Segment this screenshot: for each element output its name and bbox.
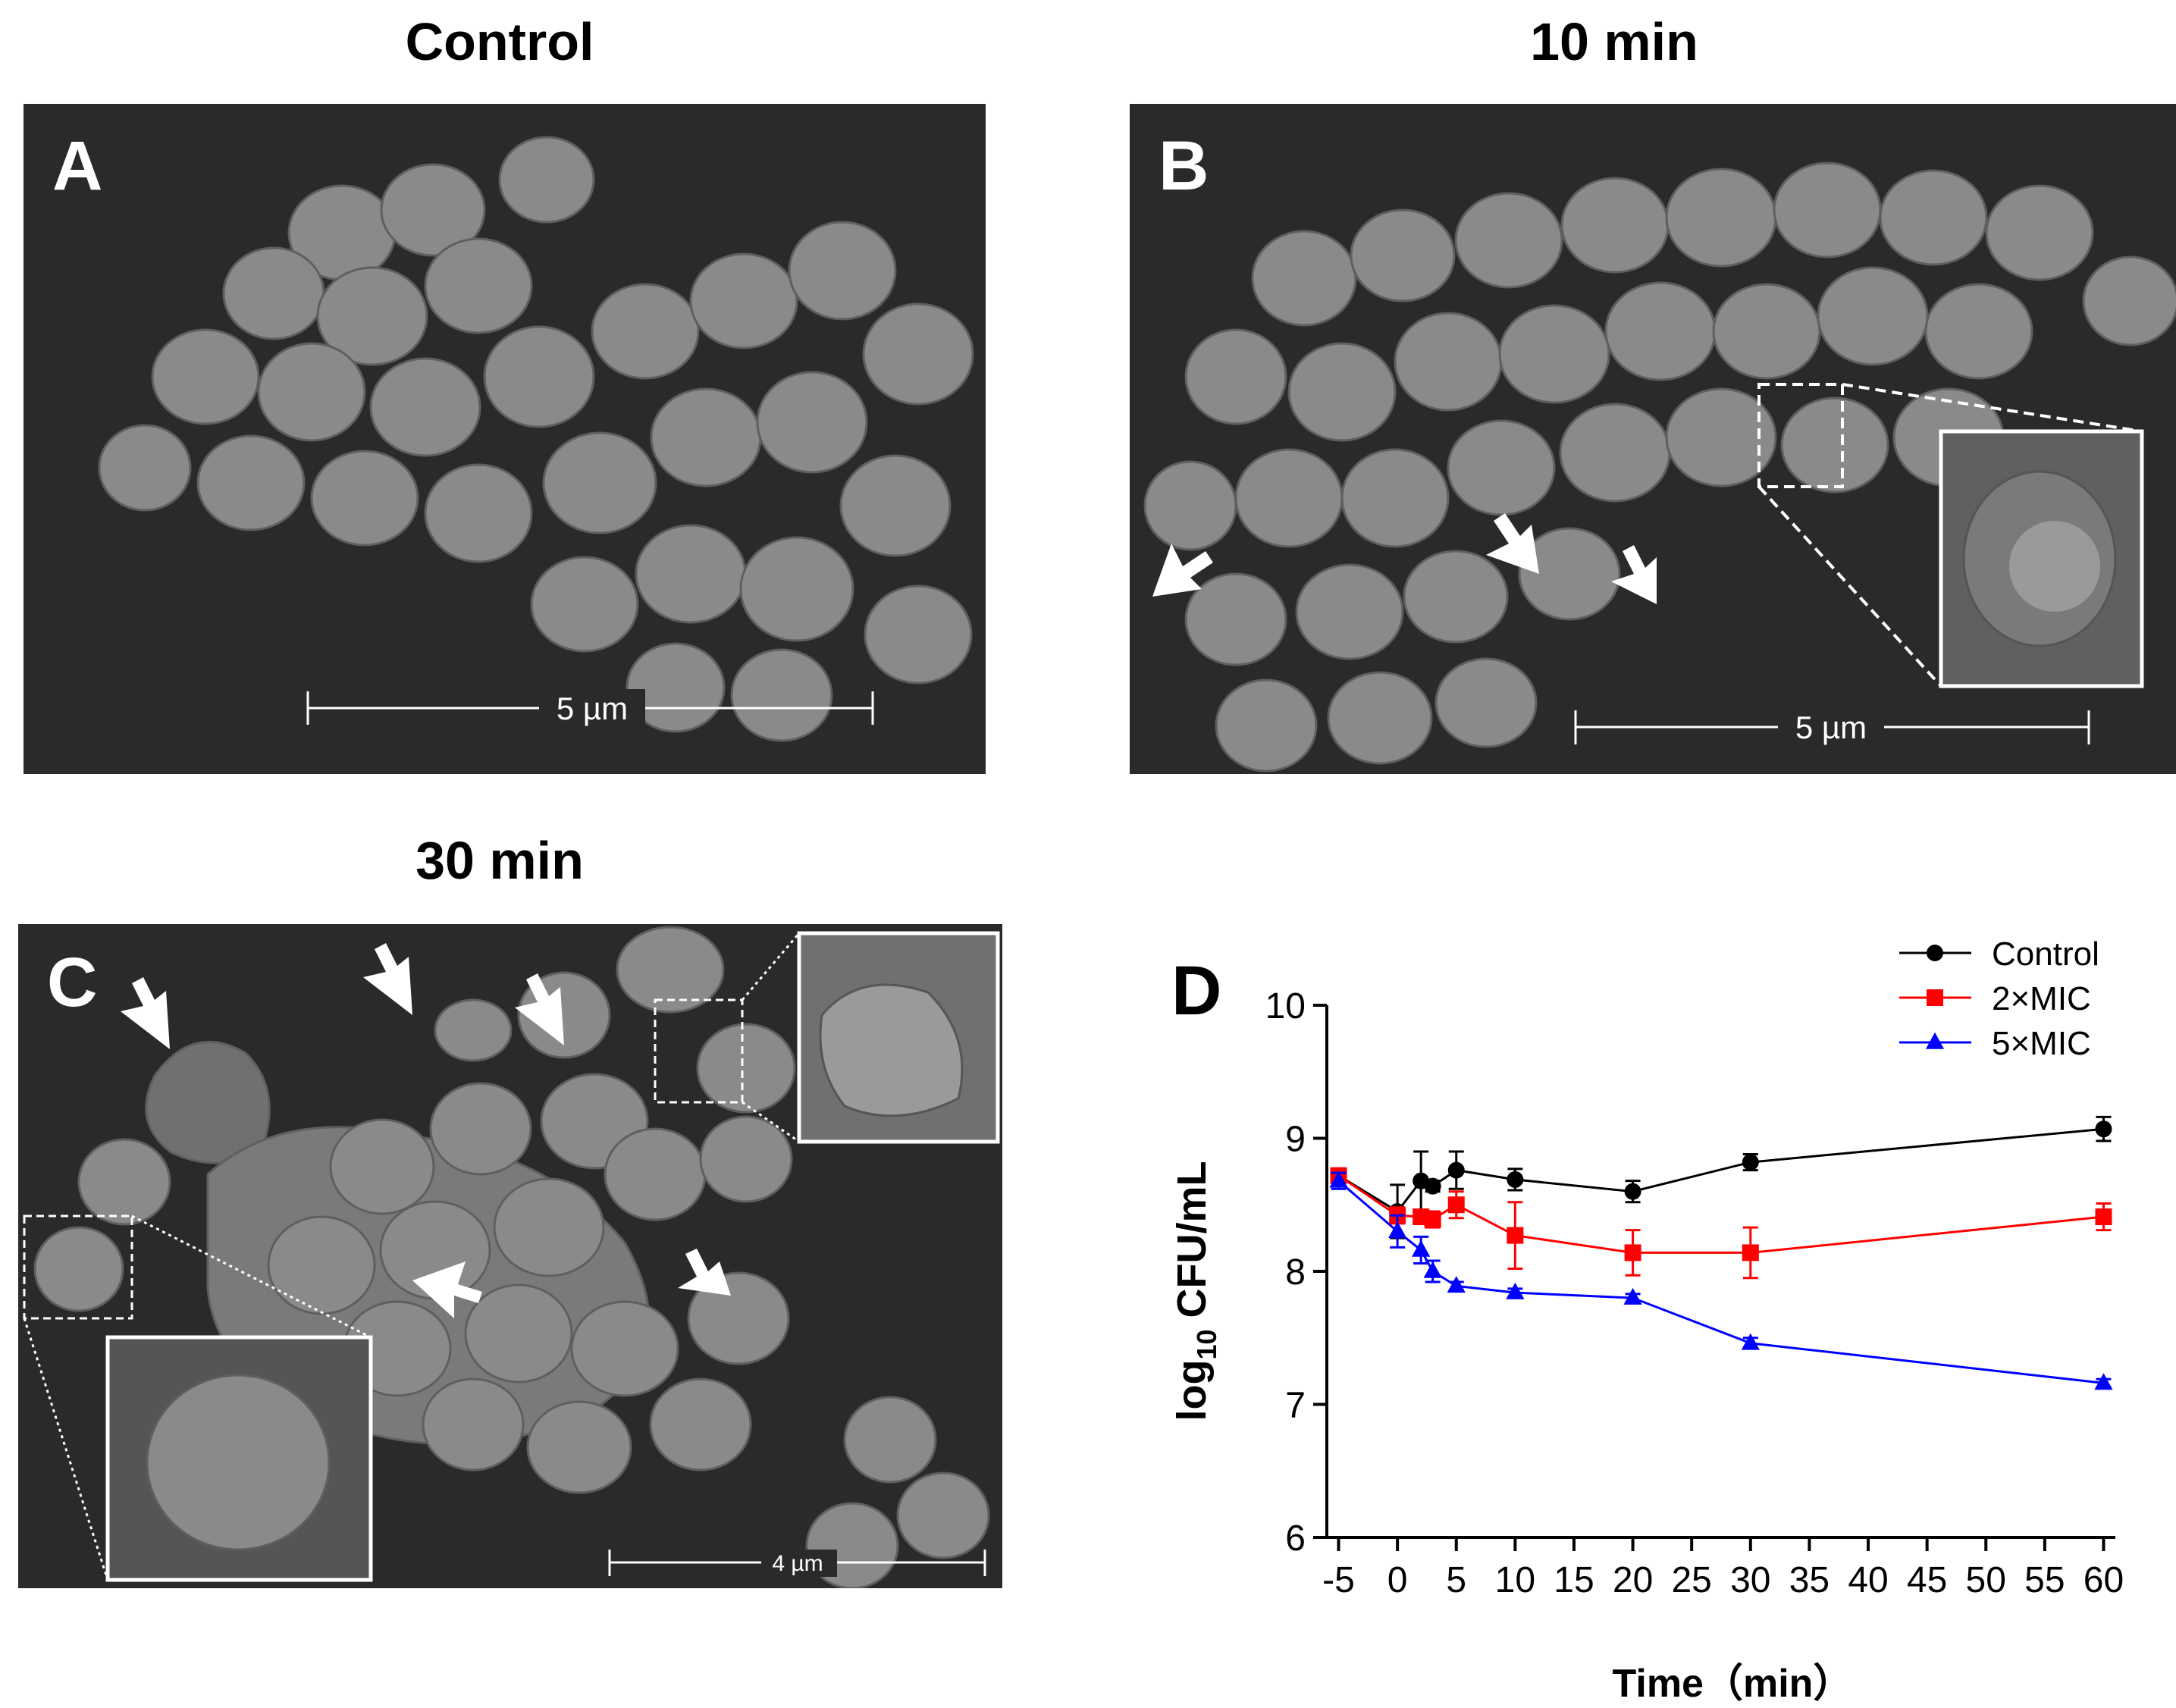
y-tick-label: 7 xyxy=(1285,1386,1306,1426)
sem-image-control: 5 µm A xyxy=(24,104,986,774)
legend-marker xyxy=(1927,989,1943,1006)
data-point xyxy=(1507,1171,1524,1188)
data-point xyxy=(1447,1276,1466,1293)
cell-cluster-c: 4 µm xyxy=(23,926,1000,1588)
y-tick-label: 9 xyxy=(1285,1120,1306,1160)
data-point xyxy=(1507,1227,1524,1244)
zoom-region-b xyxy=(1757,383,1844,488)
data-point xyxy=(2094,1373,2113,1390)
panel-c-title: 30 min xyxy=(415,831,584,890)
data-point xyxy=(2095,1208,2112,1226)
legend-label: 5×MIC xyxy=(1992,1025,2091,1062)
x-tick-label: 40 xyxy=(1848,1560,1888,1600)
data-point xyxy=(1388,1221,1407,1239)
data-point xyxy=(1623,1287,1642,1305)
data-point xyxy=(1424,1211,1441,1228)
panel-c-letter: C xyxy=(47,944,98,1021)
series-line xyxy=(1337,1174,2104,1254)
x-tick-label: 30 xyxy=(1730,1560,1770,1600)
sem-image-30min: 4 µm C xyxy=(18,924,1002,1588)
data-point xyxy=(1506,1282,1525,1299)
x-tick-label: 25 xyxy=(1671,1560,1711,1600)
legend-marker xyxy=(1927,945,1943,961)
x-tick-label: 60 xyxy=(2084,1560,2124,1600)
y-axis-label: log10 CFU/mL xyxy=(1169,1161,1222,1421)
data-point xyxy=(1742,1154,1759,1171)
panel-a-letter: A xyxy=(52,127,103,205)
panel-b-letter: B xyxy=(1159,127,1209,205)
data-point xyxy=(1424,1177,1441,1195)
data-point xyxy=(1412,1239,1431,1257)
series-1 xyxy=(1330,1167,2112,1280)
panel-b-title: 10 min xyxy=(1530,12,1698,71)
y-tick-label: 8 xyxy=(1285,1252,1306,1293)
x-tick-label: 0 xyxy=(1387,1560,1408,1600)
arrows-b xyxy=(1152,513,1657,604)
zoom-region-c2 xyxy=(23,1214,133,1320)
zoom-region-c1 xyxy=(654,998,744,1104)
data-point xyxy=(2095,1120,2112,1138)
series-2 xyxy=(1329,1171,2113,1390)
data-point xyxy=(1624,1183,1641,1200)
scale-bar-label-c: 4 µm xyxy=(772,1551,823,1576)
data-point xyxy=(1423,1261,1442,1278)
sem-image-10min: 5 µm B xyxy=(1130,104,2176,774)
data-point xyxy=(1447,1161,1465,1179)
data-point xyxy=(1447,1196,1465,1214)
cell-cluster-a: 5 µm xyxy=(98,136,974,742)
x-tick-label: 55 xyxy=(2024,1560,2065,1600)
x-tick-label: 10 xyxy=(1495,1560,1535,1600)
legend-label: Control xyxy=(1992,935,2099,973)
x-tick-label: -5 xyxy=(1322,1560,1355,1600)
y-tick-label: 6 xyxy=(1285,1518,1306,1559)
data-point xyxy=(1742,1244,1759,1261)
legend-marker xyxy=(1925,1032,1945,1049)
series-0 xyxy=(1330,1115,2112,1239)
arrows-c xyxy=(121,943,731,1318)
y-tick-label: 10 xyxy=(1265,986,1306,1026)
x-tick-label: 35 xyxy=(1789,1560,1830,1600)
survival-chart: 6 7 8 9 10 -5 0 5 10 15 20 25 30 35 40 45 50 55 60 Control… xyxy=(1169,935,2124,1706)
x-tick-label: 20 xyxy=(1613,1560,1653,1600)
cell-cluster-b: 5 µm xyxy=(1143,161,2176,773)
panel-d-letter: D xyxy=(1171,952,1222,1030)
scale-bar-label-a: 5 µm xyxy=(557,691,628,726)
x-tick-label: 15 xyxy=(1554,1560,1594,1600)
x-axis-label: Time（min） xyxy=(1613,1662,1853,1706)
x-tick-label: 45 xyxy=(1907,1560,1947,1600)
data-point xyxy=(1329,1171,1348,1188)
x-tick-label: 50 xyxy=(1966,1560,2006,1600)
scale-bar-label-b: 5 µm xyxy=(1795,710,1867,745)
data-point xyxy=(1624,1244,1641,1261)
data-point xyxy=(1741,1333,1760,1350)
panel-a-title: Control xyxy=(405,12,594,71)
legend-label: 2×MIC xyxy=(1992,980,2091,1017)
x-tick-label: 5 xyxy=(1446,1560,1466,1600)
